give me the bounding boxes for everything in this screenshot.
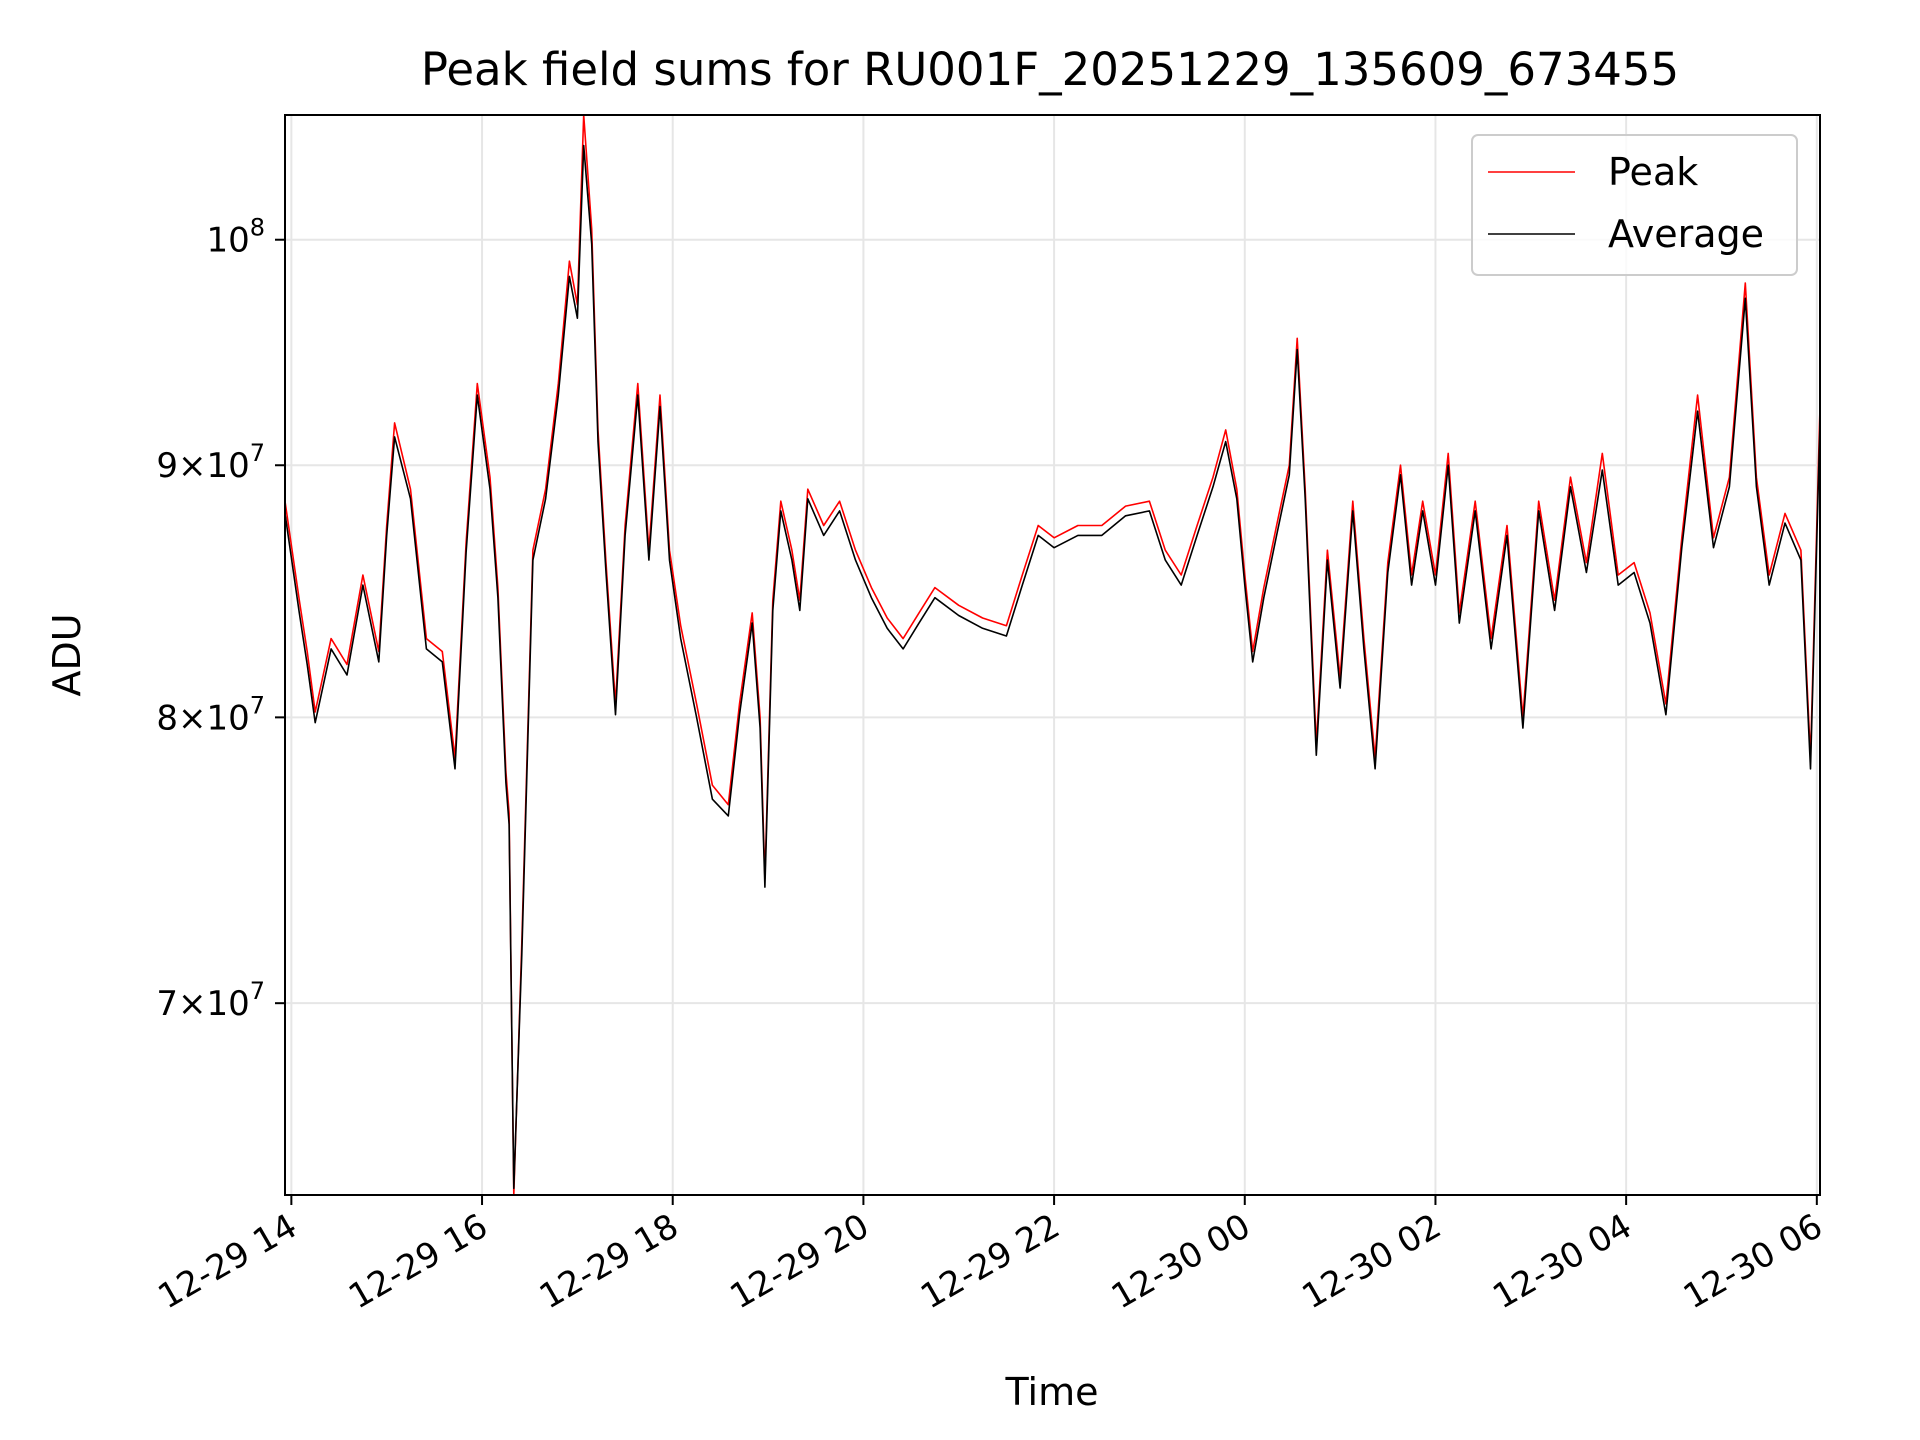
chart-title: Peak field sums for RU001F_20251229_1356… [421, 43, 1679, 96]
y-axis-ticks: 7×107 8×107 9×107 108 [156, 214, 285, 1024]
y-tick-label: 108 [206, 214, 265, 261]
legend: Peak Average [1471, 134, 1798, 276]
legend-box [1471, 134, 1798, 276]
grid-lines [285, 115, 1820, 1195]
y-tick-label: 8×107 [156, 691, 265, 738]
y-tick-label: 9×107 [156, 439, 265, 486]
legend-average-label: Average [1608, 212, 1764, 256]
x-axis-label: Time [1005, 1370, 1099, 1414]
y-axis-label: ADU [45, 613, 89, 696]
series-line-average [284, 144, 1821, 1190]
plot-frame [284, 114, 1821, 1196]
series-lines [284, 114, 1821, 1196]
legend-peak-label: Peak [1608, 150, 1698, 194]
y-tick-label: 7×107 [156, 977, 265, 1024]
